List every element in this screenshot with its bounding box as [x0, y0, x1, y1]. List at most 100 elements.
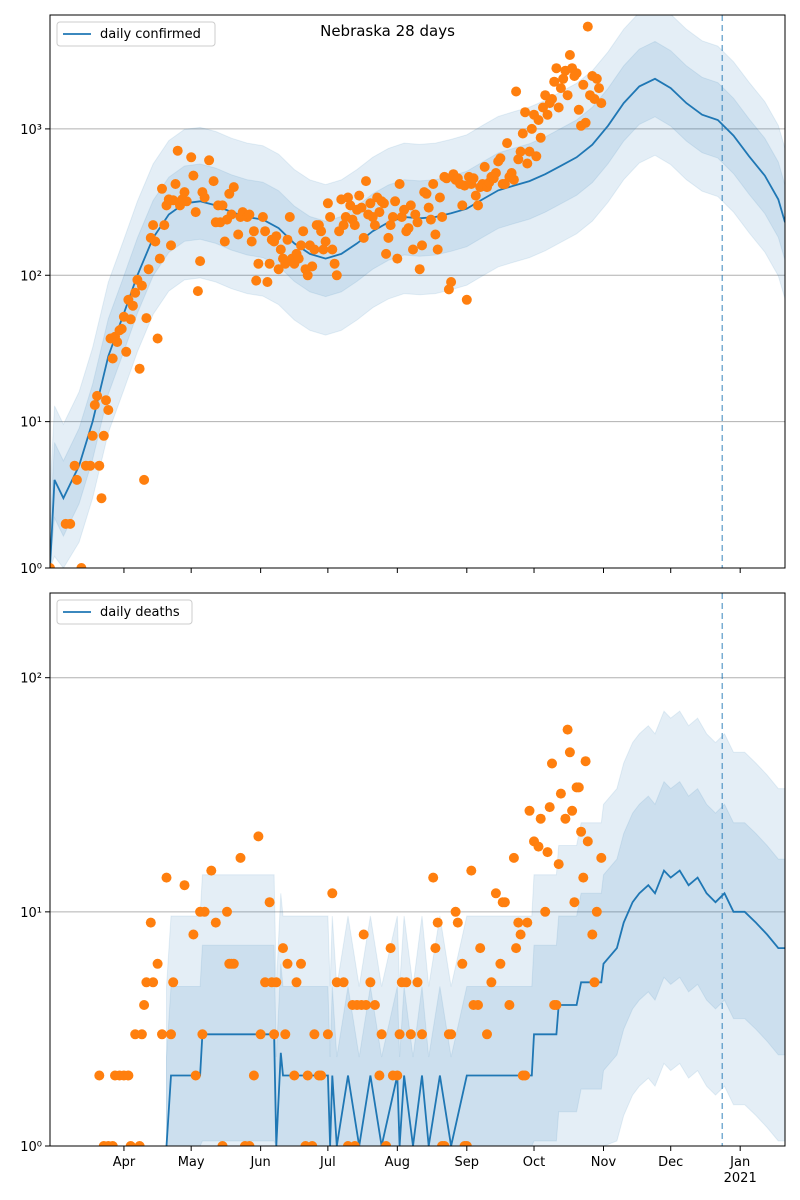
data-point [101, 395, 111, 406]
data-point [92, 390, 103, 401]
data-point [578, 872, 589, 883]
data-point [157, 183, 167, 194]
data-point [199, 906, 210, 917]
data-point [522, 158, 533, 169]
data-point [508, 174, 519, 185]
data-point [547, 758, 557, 769]
data-point [190, 207, 201, 218]
data-point [260, 226, 271, 237]
data-point [564, 747, 575, 758]
x-tick-label: Jan [729, 1155, 750, 1170]
data-point [293, 253, 304, 264]
data-point [358, 232, 369, 243]
data-point [318, 244, 329, 255]
data-point [591, 906, 602, 917]
data-point [499, 179, 510, 189]
data-point [594, 83, 604, 94]
data-point [410, 209, 421, 220]
data-point [278, 943, 288, 954]
data-point [271, 231, 282, 242]
data-point [157, 1029, 167, 1040]
y-tick-label: 10¹ [20, 416, 42, 431]
data-point [264, 897, 275, 908]
data-point [356, 202, 367, 213]
data-point [199, 192, 210, 203]
data-point [168, 195, 179, 206]
data-point [197, 1029, 208, 1040]
data-point [580, 117, 591, 128]
data-point [414, 264, 425, 275]
data-point [296, 958, 306, 969]
data-point [490, 888, 501, 899]
data-point [376, 1029, 387, 1040]
data-point [248, 1070, 259, 1081]
data-point [275, 244, 286, 255]
data-point [343, 192, 353, 203]
data-point [257, 212, 268, 222]
data-point [246, 236, 257, 247]
plot-area [94, 710, 785, 1146]
data-point [378, 198, 389, 209]
data-point [71, 474, 82, 485]
data-point [401, 977, 412, 988]
x-tick-label: May [178, 1155, 205, 1170]
data-point [94, 1070, 105, 1081]
data-point [555, 788, 566, 799]
data-point [490, 168, 501, 178]
data-point [403, 223, 414, 234]
data-point [587, 929, 598, 940]
data-point [573, 782, 584, 793]
data-point [517, 128, 528, 139]
data-point [248, 226, 259, 237]
data-point [425, 214, 436, 225]
data-point [103, 405, 114, 415]
y-tick-label: 10² [20, 672, 42, 687]
data-point [524, 805, 535, 816]
data-point [390, 196, 401, 207]
data-point [567, 805, 578, 816]
data-point [562, 724, 573, 735]
data-point [531, 151, 542, 162]
data-point [65, 518, 76, 529]
data-point [130, 287, 141, 298]
data-point [181, 196, 192, 207]
data-point [428, 179, 439, 189]
series-line [165, 868, 785, 1146]
data-point [148, 220, 159, 231]
data-point [405, 1029, 416, 1040]
data-point [116, 323, 127, 334]
data-point [564, 50, 575, 60]
data-point [432, 244, 443, 255]
data-point [482, 1029, 492, 1040]
data-point [264, 258, 275, 269]
data-point [112, 337, 123, 347]
data-point [457, 958, 468, 969]
data-point [289, 1070, 300, 1081]
data-point [134, 363, 145, 374]
data-point [385, 943, 396, 954]
data-point [381, 1141, 392, 1146]
data-point [522, 917, 533, 928]
data-point [244, 1141, 255, 1146]
data-point [298, 226, 309, 237]
data-point [354, 190, 365, 201]
x-tick-label: Oct [523, 1155, 545, 1170]
data-point [508, 852, 519, 863]
data-point [322, 198, 333, 209]
data-point [461, 1141, 472, 1146]
data-point [394, 1029, 405, 1040]
data-point [327, 888, 338, 899]
data-point [540, 906, 551, 917]
data-point [475, 943, 486, 954]
data-point [188, 170, 199, 181]
data-point [495, 958, 506, 969]
data-point [134, 1141, 145, 1146]
x-tick-label: Jun [249, 1155, 270, 1170]
data-point [511, 86, 522, 97]
data-point [69, 460, 80, 471]
data-point [136, 1029, 147, 1040]
data-point [159, 220, 170, 231]
data-point [383, 232, 394, 243]
data-point [432, 917, 443, 928]
